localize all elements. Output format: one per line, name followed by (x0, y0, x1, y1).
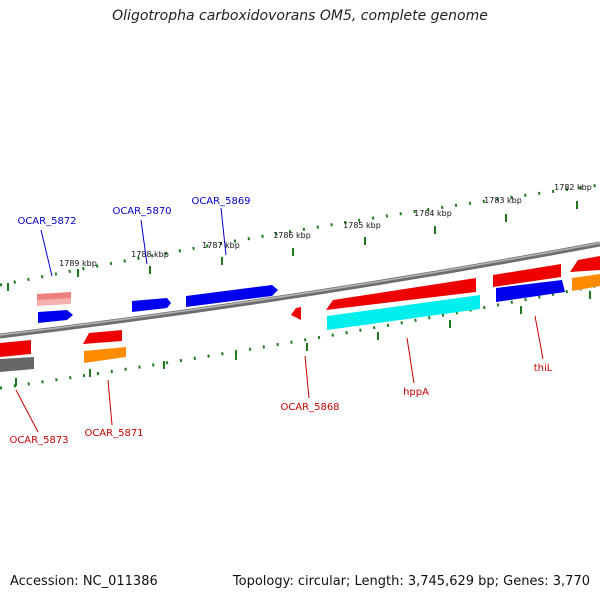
connector-ocar5869 (220, 207, 227, 256)
backbone-line (0, 241, 600, 339)
inner-scale-ring (0, 283, 600, 390)
connector-ocar5872 (40, 229, 53, 277)
inner-major-ticks (15, 291, 591, 386)
gene-thil-arrow[interactable] (493, 264, 561, 287)
gene-ocar5869-arrow[interactable] (186, 285, 278, 307)
gene-label-ocar5868[interactable]: OCAR_5868 (280, 402, 339, 413)
tick-label: 1784 kbp (414, 209, 452, 218)
gene-orange-bar[interactable] (84, 347, 126, 363)
connector-thil (534, 315, 544, 360)
tick-label: 1782 kbp (554, 183, 592, 192)
inner-scale-dots (0, 283, 600, 390)
tick-label: 1785 kbp (343, 221, 381, 230)
gene-edge-red-arrow[interactable] (570, 256, 600, 272)
gene-hppa-reverse-arrow[interactable] (326, 278, 476, 310)
reverse-genes (0, 256, 600, 372)
outer-scale-ring (0, 183, 600, 287)
gene-ocar5871-reverse-arrow[interactable] (83, 330, 122, 344)
gene-ocar5870-arrow[interactable] (132, 298, 171, 312)
tick-label: 1789 kbp (59, 259, 97, 268)
map-title: Oligotropha carboxidovorans OM5, complet… (112, 8, 488, 24)
gene-label-ocar5873[interactable]: OCAR_5873 (9, 435, 68, 446)
tick-label: 1783 kbp (484, 196, 522, 205)
gene-label-ocar5870[interactable]: OCAR_5870 (112, 206, 171, 217)
connector-hppa (406, 337, 415, 384)
connector-ocar5871 (107, 379, 113, 426)
gene-label-ocar5871[interactable]: OCAR_5871 (84, 428, 143, 439)
gene-ocar5868-arrow[interactable] (291, 307, 301, 320)
forward-genes (37, 280, 565, 323)
label-connectors (15, 207, 544, 433)
connector-ocar5868 (304, 355, 310, 399)
accession-label: Accession: NC_011386 (10, 574, 158, 589)
gene-hppa-arrow[interactable] (327, 295, 480, 330)
gene-label-ocar5869[interactable]: OCAR_5869 (191, 196, 250, 207)
connector-ocar5873 (15, 389, 39, 433)
genome-backbone (0, 241, 600, 339)
tick-label: 1786 kbp (273, 231, 311, 240)
gene-edge-orange-bar[interactable] (572, 274, 600, 291)
tick-label: 1788 kbp (131, 250, 169, 259)
gene-label-hppa[interactable]: hppA (403, 387, 429, 398)
backbone-highlight (0, 242, 600, 336)
connector-ocar5870 (140, 219, 148, 265)
gene-ocar5872-shade (37, 298, 71, 306)
tick-label: 1787 kbp (202, 241, 240, 250)
gene-ocar5871-arrow[interactable] (38, 310, 73, 323)
outer-scale-dots (0, 183, 600, 287)
gene-gray-bar[interactable] (0, 357, 34, 372)
gene-ocar5873-bar[interactable] (0, 340, 31, 357)
gene-label-ocar5872[interactable]: OCAR_5872 (17, 216, 76, 227)
gene-thil-forward-arrow[interactable] (496, 280, 565, 302)
genome-summary: Topology: circular; Length: 3,745,629 bp… (232, 574, 590, 589)
gene-label-thil[interactable]: thiL (534, 363, 553, 374)
major-ticks (7, 201, 578, 291)
